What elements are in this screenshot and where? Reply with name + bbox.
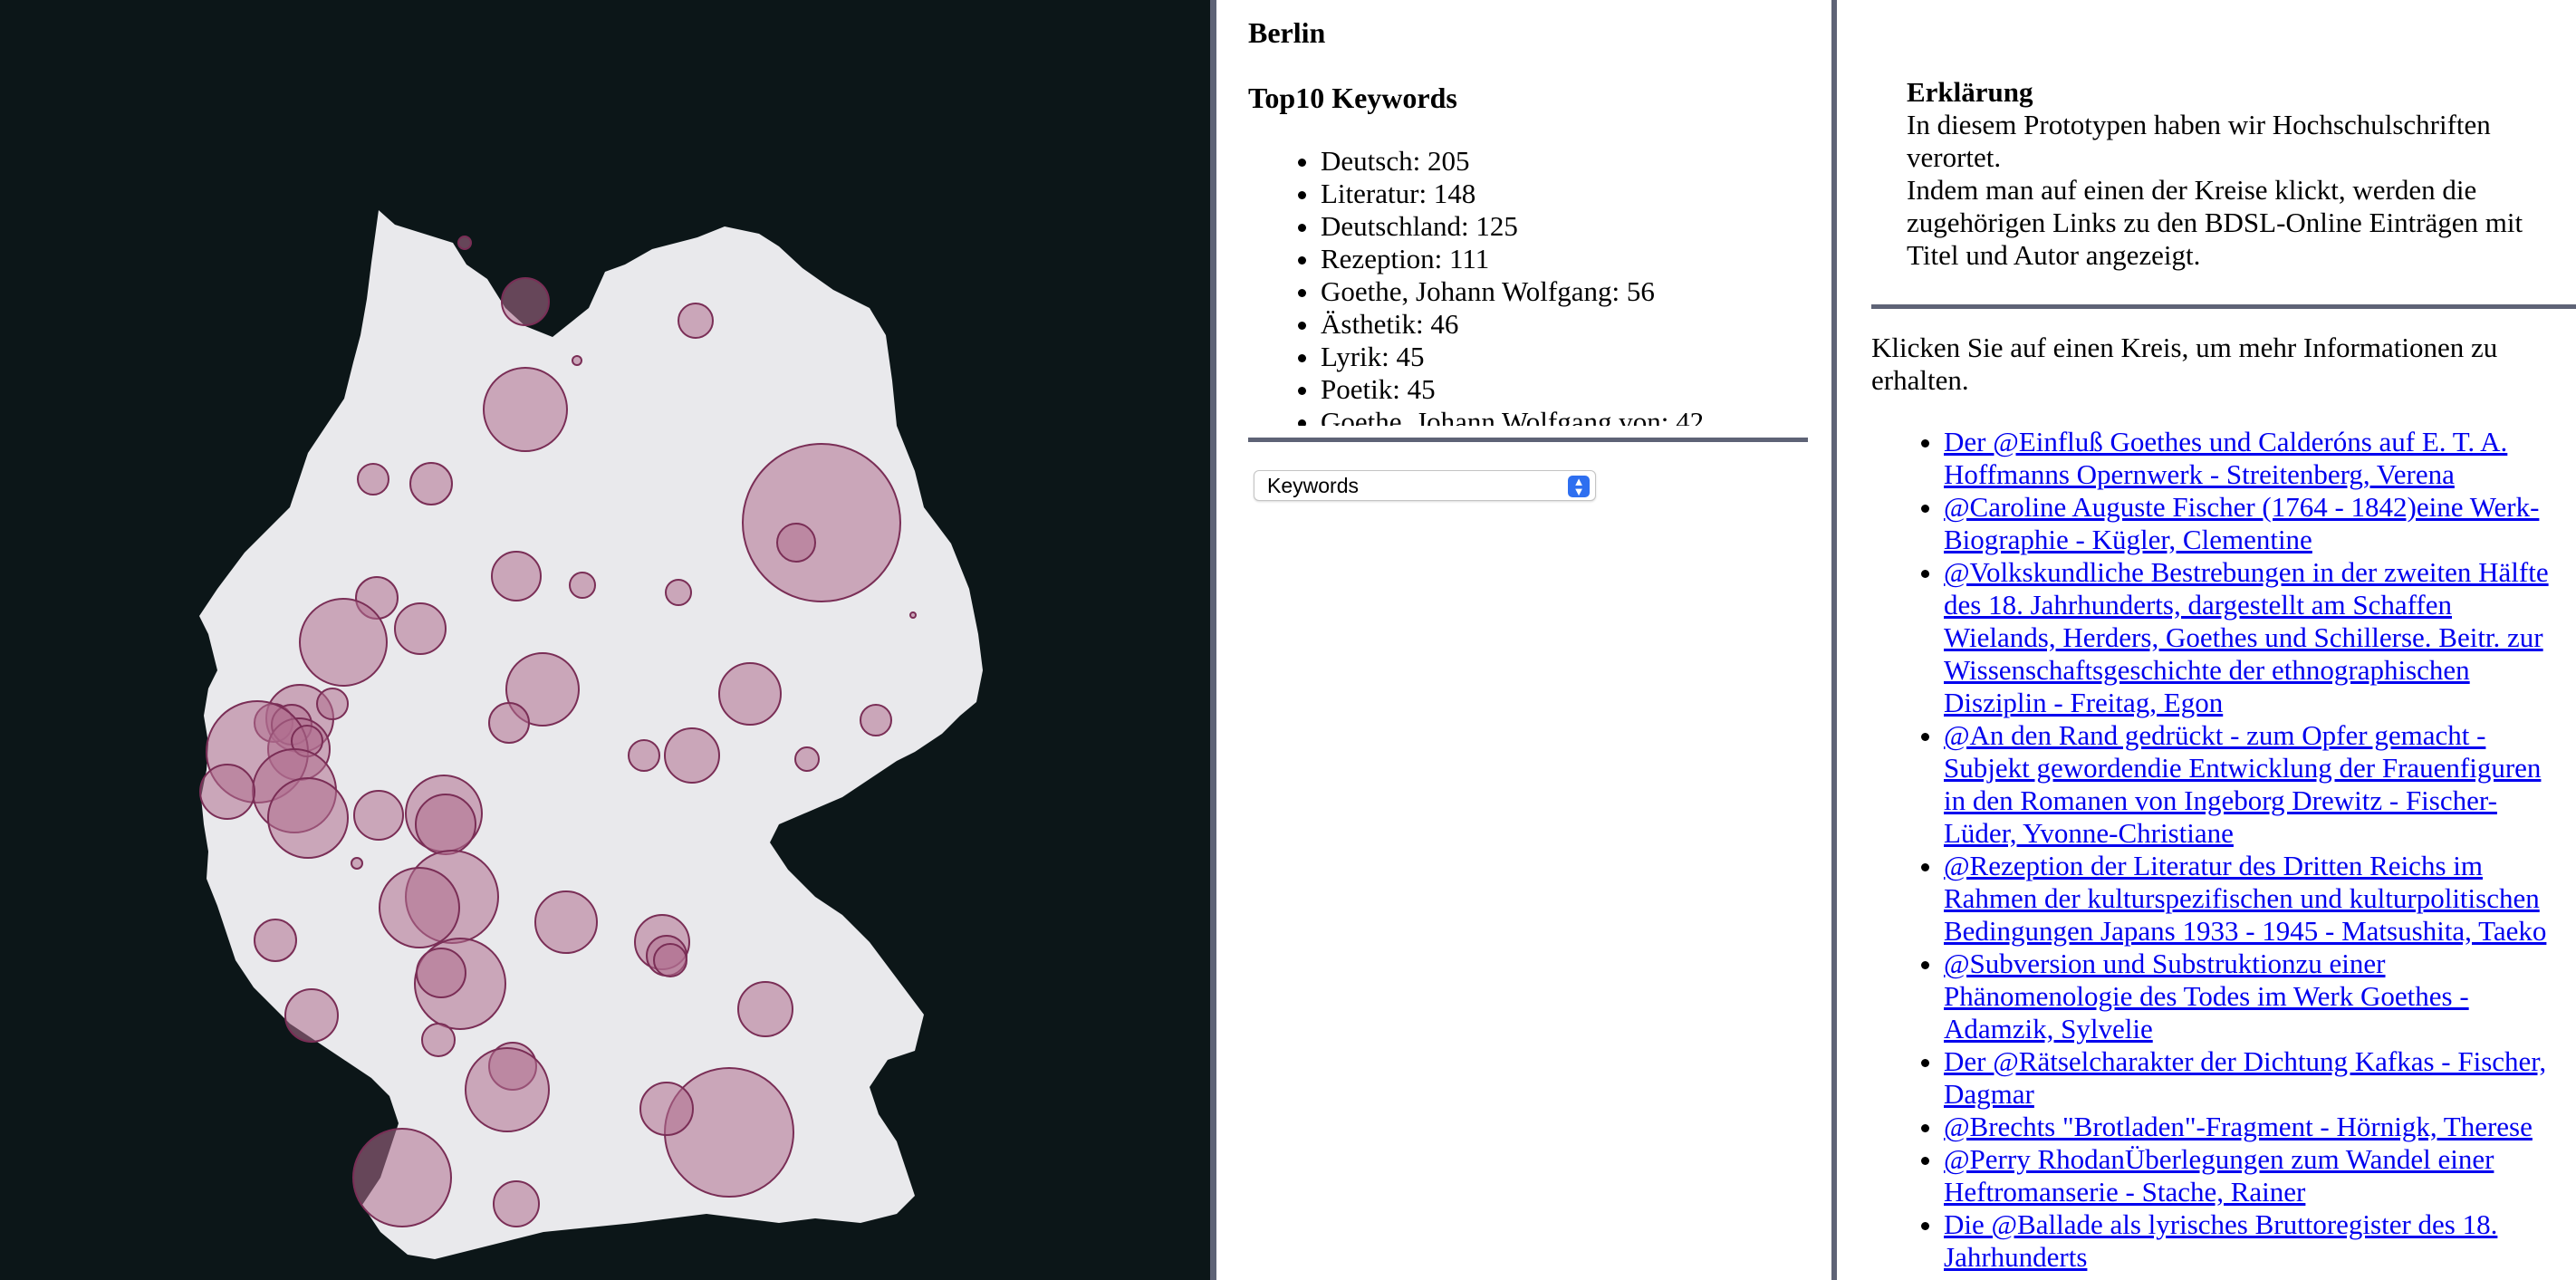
location-bubble[interactable]	[639, 1082, 694, 1136]
result-item: @An den Rand gedrückt - zum Opfer gemach…	[1944, 719, 2569, 850]
result-item: @Rezeption der Literatur des Dritten Rei…	[1944, 850, 2569, 948]
location-bubble[interactable]	[416, 948, 466, 998]
location-bubble[interactable]	[299, 598, 388, 687]
keyword-item: Goethe, Johann Wolfgang von: 42	[1321, 406, 1810, 426]
result-link[interactable]: @Caroline Auguste Fischer (1764 - 1842)e…	[1944, 491, 2540, 555]
location-bubble[interactable]	[678, 303, 714, 339]
result-link[interactable]: @Brechts "Brotladen"-Fragment - Hörnigk,…	[1944, 1111, 2533, 1142]
location-bubble[interactable]	[488, 702, 530, 744]
location-bubble[interactable]	[665, 579, 692, 606]
section-divider	[1248, 438, 1808, 442]
city-name: Berlin	[1248, 16, 1326, 49]
location-bubble[interactable]	[664, 727, 720, 784]
select-value: Keywords	[1267, 474, 1359, 497]
category-select[interactable]: Keywords ▲ ▼	[1254, 470, 1596, 501]
location-bubble[interactable]	[409, 462, 453, 505]
location-bubble[interactable]	[628, 739, 660, 772]
result-item: @Caroline Auguste Fischer (1764 - 1842)e…	[1944, 491, 2569, 556]
location-bubble[interactable]	[199, 764, 255, 820]
keyword-item: Deutsch: 205	[1321, 145, 1810, 178]
keywords-title: Top10 Keywords	[1248, 82, 1457, 114]
result-link[interactable]: Die @Ballade als lyrisches Bruttoregiste…	[1944, 1208, 2498, 1273]
result-item: @Subversion und Substruktionzu einer Phä…	[1944, 948, 2569, 1045]
location-bubble[interactable]	[352, 1128, 452, 1227]
explanation-box: Erklärung In diesem Prototypen haben wir…	[1907, 76, 2541, 272]
location-bubble[interactable]	[794, 746, 820, 772]
results-list: Der @Einfluß Goethes und Calderóns auf E…	[1871, 426, 2569, 1274]
result-link[interactable]: @An den Rand gedrückt - zum Opfer gemach…	[1944, 719, 2542, 849]
side-panel: Erklärung In diesem Prototypen haben wir…	[1837, 0, 2576, 1280]
location-bubble[interactable]	[909, 611, 917, 619]
location-bubble[interactable]	[254, 919, 297, 962]
location-bubble[interactable]	[860, 704, 892, 736]
keyword-item: Ästhetik: 46	[1321, 308, 1810, 341]
result-item: @Perry RhodanÜberlegungen zum Wandel ein…	[1944, 1143, 2569, 1208]
result-link[interactable]: Der @Einfluß Goethes und Calderóns auf E…	[1944, 426, 2508, 490]
keyword-item: Lyrik: 45	[1321, 341, 1810, 373]
location-bubble[interactable]	[284, 988, 339, 1043]
germany-map[interactable]	[0, 0, 1210, 1280]
location-bubble[interactable]	[491, 551, 542, 602]
keywords-list: Deutsch: 205Literatur: 148Deutschland: 1…	[1248, 145, 1810, 426]
location-bubble[interactable]	[501, 277, 550, 326]
location-bubble[interactable]	[415, 794, 476, 855]
result-item: Der @Einfluß Goethes und Calderóns auf E…	[1944, 426, 2569, 491]
location-bubble[interactable]	[379, 867, 460, 948]
keyword-item: Poetik: 45	[1321, 373, 1810, 406]
explanation-title: Erklärung	[1907, 76, 2033, 108]
location-bubble[interactable]	[465, 1047, 550, 1132]
location-bubble[interactable]	[664, 1067, 794, 1198]
result-item: @Brechts "Brotladen"-Fragment - Hörnigk,…	[1944, 1111, 2569, 1143]
chevron-updown-icon: ▲ ▼	[1568, 476, 1590, 497]
result-link[interactable]: @Perry RhodanÜberlegungen zum Wandel ein…	[1944, 1143, 2494, 1208]
location-bubble[interactable]	[653, 943, 687, 977]
location-bubble[interactable]	[483, 367, 568, 452]
result-item: Der @Rätselcharakter der Dichtung Kafkas…	[1944, 1045, 2569, 1111]
result-link[interactable]: @Volkskundliche Bestrebungen in der zwei…	[1944, 556, 2549, 718]
location-bubble[interactable]	[742, 443, 901, 602]
section-divider	[1871, 304, 2576, 309]
location-bubble[interactable]	[572, 355, 582, 366]
location-bubble[interactable]	[421, 1023, 456, 1057]
panel-divider[interactable]	[1831, 0, 1837, 1280]
keyword-item: Goethe, Johann Wolfgang: 56	[1321, 275, 1810, 308]
location-bubble[interactable]	[457, 236, 472, 250]
keywords-scroll-box[interactable]: Deutsch: 205Literatur: 148Deutschland: 1…	[1248, 145, 1810, 426]
location-bubble[interactable]	[534, 890, 598, 954]
info-panel: Berlin Top10 Keywords Deutsch: 205Litera…	[1216, 0, 1831, 1280]
keyword-item: Deutschland: 125	[1321, 210, 1810, 243]
location-bubble[interactable]	[357, 463, 389, 496]
location-bubble[interactable]	[493, 1180, 540, 1227]
location-bubble[interactable]	[316, 688, 349, 720]
location-bubble[interactable]	[737, 981, 793, 1037]
explanation-text: In diesem Prototypen haben wir Hochschul…	[1907, 109, 2491, 173]
result-link[interactable]: @Subversion und Substruktionzu einer Phä…	[1944, 948, 2469, 1044]
explanation-text: Indem man auf einen der Kreise klickt, w…	[1907, 174, 2523, 271]
location-bubble[interactable]	[353, 790, 404, 841]
bubble-layer[interactable]	[199, 236, 917, 1227]
location-bubble[interactable]	[267, 777, 349, 859]
location-bubble[interactable]	[718, 662, 782, 726]
result-item: @Volkskundliche Bestrebungen in der zwei…	[1944, 556, 2569, 719]
location-bubble[interactable]	[776, 523, 816, 563]
location-bubble[interactable]	[569, 572, 596, 599]
keyword-item: Literatur: 148	[1321, 178, 1810, 210]
panel-divider[interactable]	[1210, 0, 1216, 1280]
location-bubble[interactable]	[505, 652, 580, 727]
location-bubble[interactable]	[351, 857, 363, 870]
result-item: Die @Ballade als lyrisches Bruttoregiste…	[1944, 1208, 2569, 1274]
keyword-item: Rezeption: 111	[1321, 243, 1810, 275]
click-hint: Klicken Sie auf einen Kreis, um mehr Inf…	[1871, 332, 2498, 396]
map-panel[interactable]	[0, 0, 1210, 1280]
result-link[interactable]: @Rezeption der Literatur des Dritten Rei…	[1944, 850, 2547, 947]
result-link[interactable]: Der @Rätselcharakter der Dichtung Kafkas…	[1944, 1045, 2547, 1110]
location-bubble[interactable]	[394, 602, 447, 655]
